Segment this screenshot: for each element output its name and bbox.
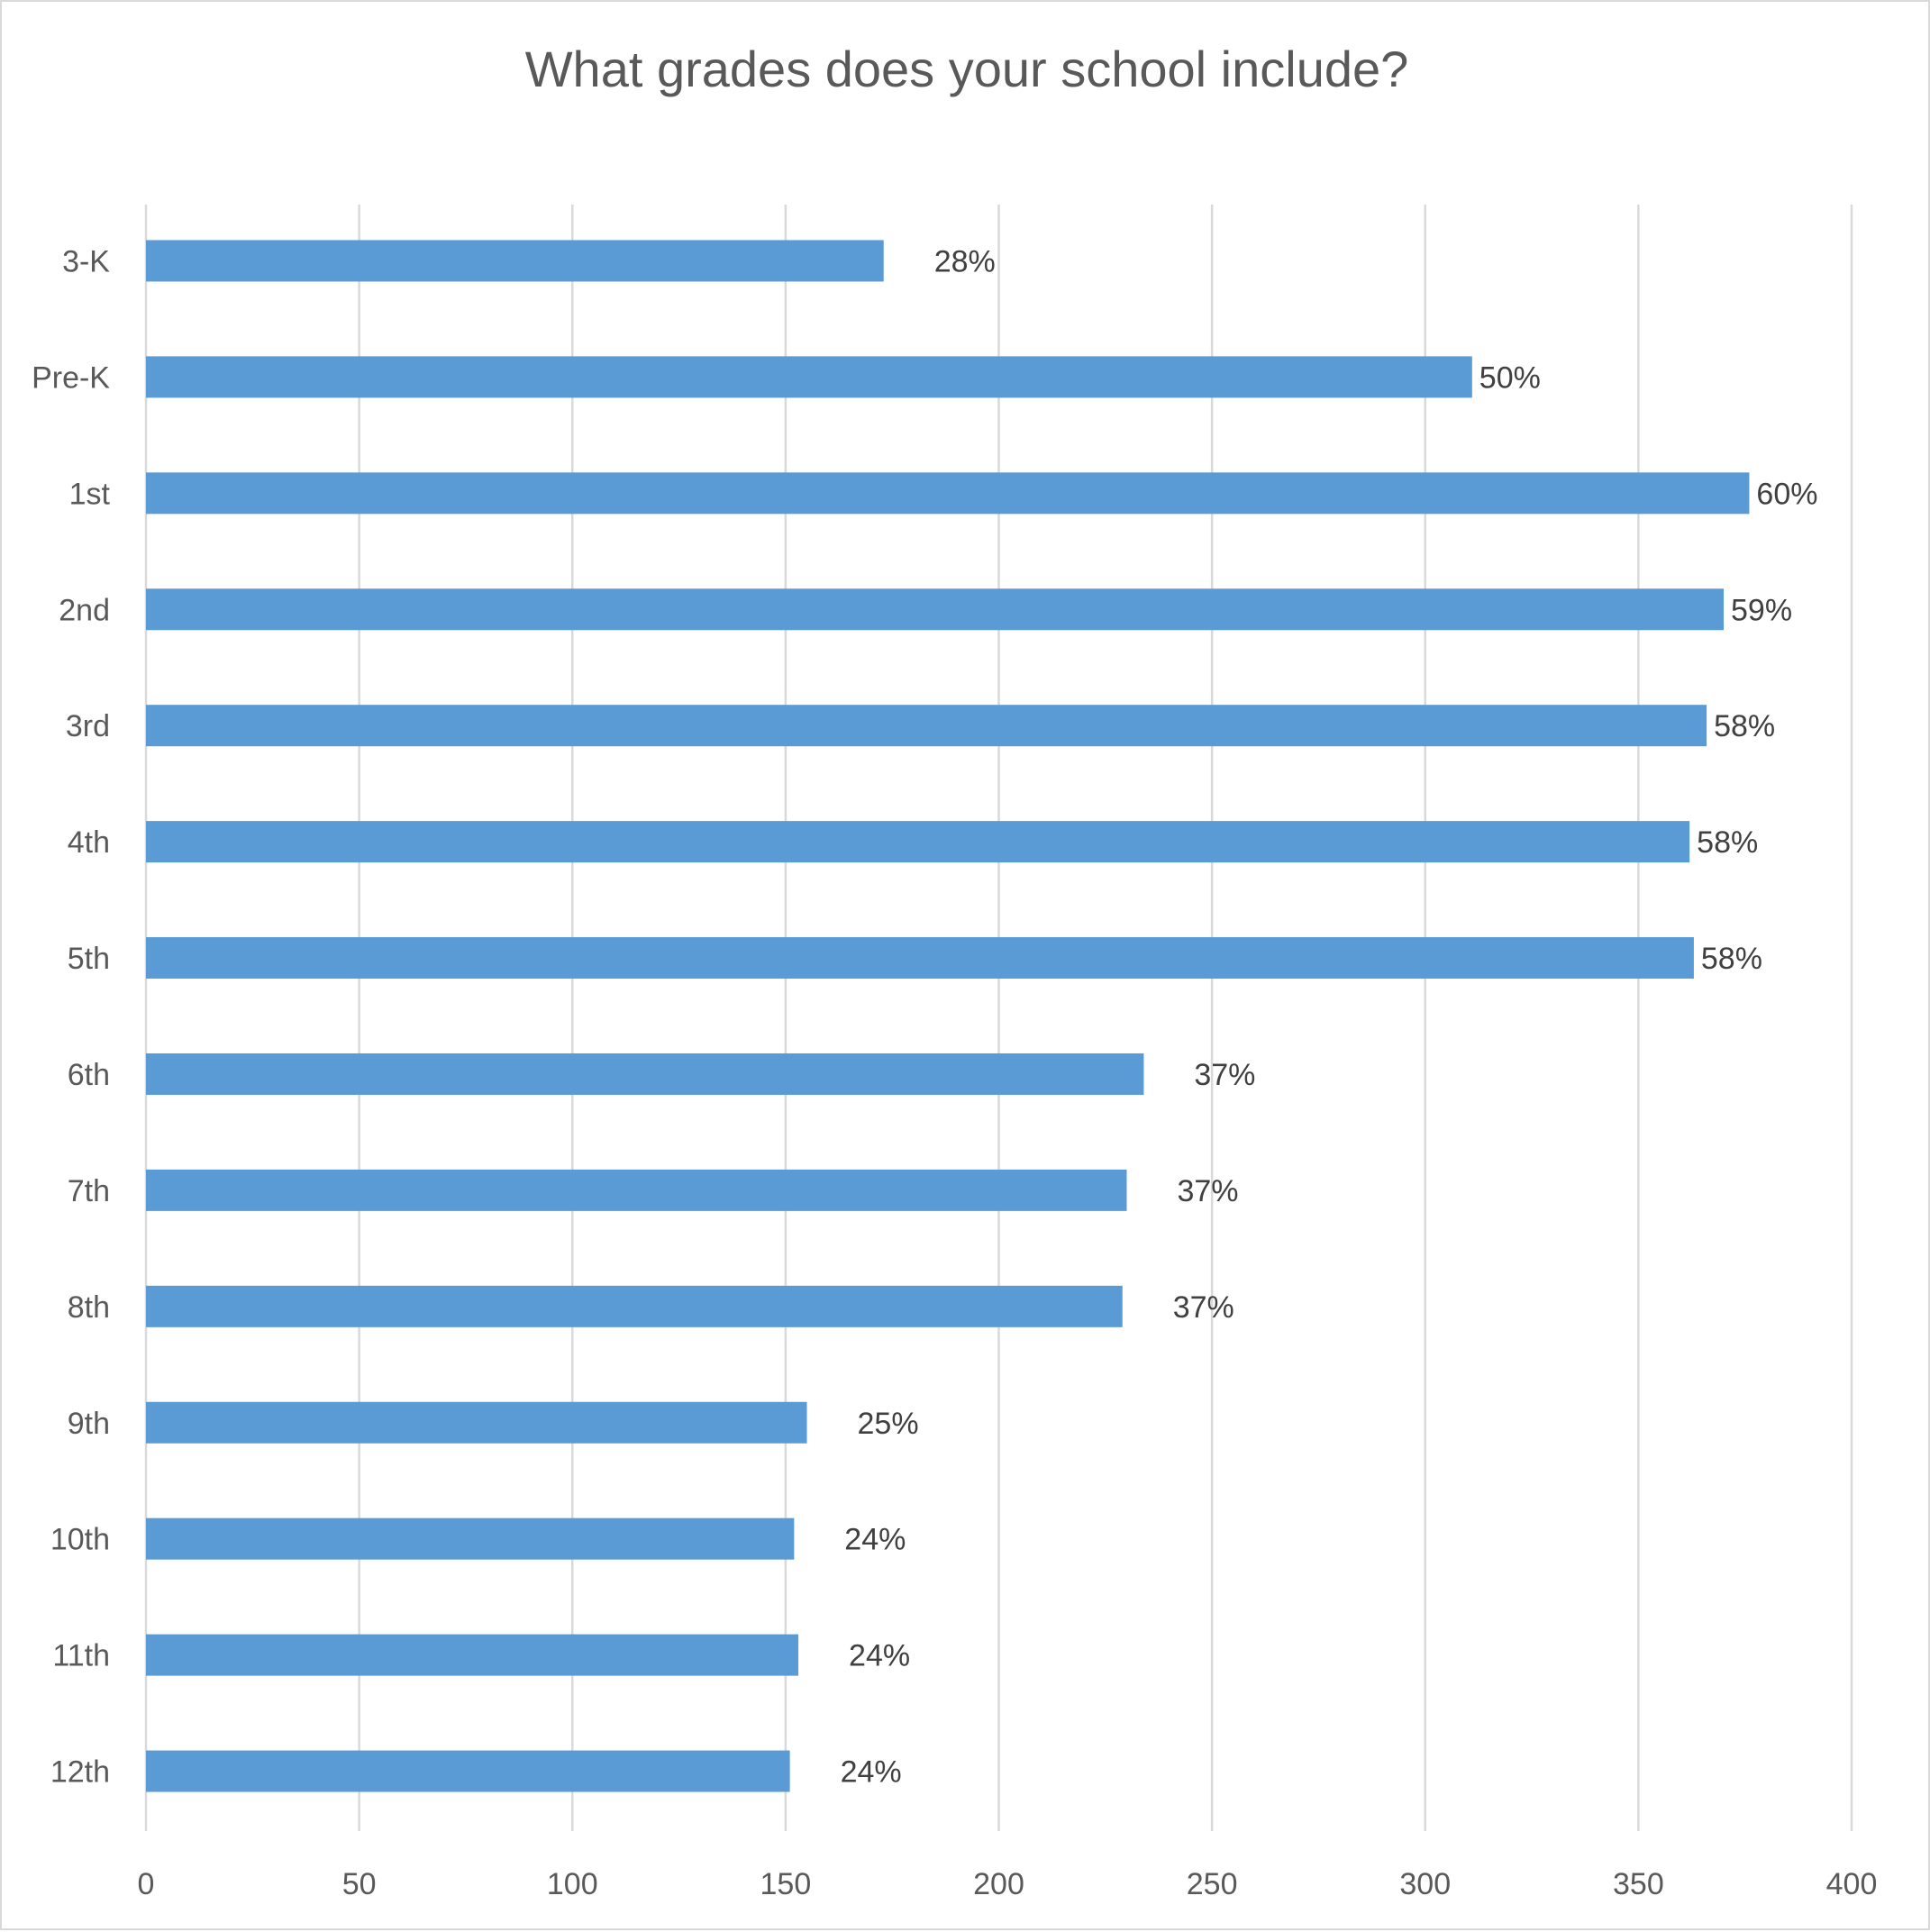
data-label: 58% bbox=[1701, 942, 1762, 976]
category-label: 5th bbox=[68, 942, 110, 976]
bar-8th bbox=[146, 1285, 1123, 1327]
category-label: 8th bbox=[68, 1290, 110, 1325]
category-label: 2nd bbox=[59, 593, 110, 627]
x-tick-label: 50 bbox=[342, 1867, 377, 1901]
data-label: 58% bbox=[1697, 825, 1758, 860]
x-tick-label: 300 bbox=[1399, 1867, 1451, 1901]
data-labels: 28% 50% 60% 59% 58% 58% 58% 37% 37% 37% 25% 24% 24% 2… bbox=[841, 244, 1818, 1789]
bar-Pre-K bbox=[146, 356, 1472, 398]
x-tick-label: 400 bbox=[1826, 1867, 1878, 1901]
x-tick-label: 250 bbox=[1187, 1867, 1238, 1901]
x-tick-label: 100 bbox=[547, 1867, 598, 1901]
data-label: 25% bbox=[858, 1407, 919, 1441]
bar-9th bbox=[146, 1401, 807, 1444]
category-label: 6th bbox=[68, 1058, 110, 1092]
bar-11th bbox=[146, 1634, 799, 1676]
gridlines bbox=[144, 205, 1853, 1831]
bar-7th bbox=[146, 1169, 1127, 1211]
category-label: 3rd bbox=[66, 709, 110, 743]
category-label: 10th bbox=[50, 1523, 110, 1557]
category-label: 3-K bbox=[62, 244, 110, 278]
data-label: 24% bbox=[841, 1755, 902, 1790]
category-label: 11th bbox=[52, 1639, 110, 1673]
bar-1st bbox=[146, 472, 1750, 515]
data-label: 28% bbox=[934, 244, 996, 278]
data-label: 50% bbox=[1479, 360, 1541, 395]
bar-5th bbox=[146, 937, 1694, 980]
data-label: 37% bbox=[1173, 1290, 1234, 1325]
bars bbox=[146, 240, 1750, 1792]
data-label: 37% bbox=[1177, 1174, 1238, 1208]
x-tick-label: 150 bbox=[760, 1867, 812, 1901]
data-label: 60% bbox=[1756, 477, 1817, 511]
bar-6th bbox=[146, 1053, 1144, 1095]
bar-4th bbox=[146, 821, 1690, 863]
bar-3-K bbox=[146, 240, 884, 282]
data-label: 59% bbox=[1731, 593, 1792, 627]
chart-title: What grades does your school include? bbox=[525, 41, 1409, 97]
axes: 0 50 100 150 200 250 300 350 400 3-K Pre-K 1st 2nd 3r… bbox=[32, 244, 1877, 1901]
bar-12th bbox=[146, 1750, 790, 1792]
category-label: Pre-K bbox=[32, 360, 110, 395]
bar-2nd bbox=[146, 588, 1725, 631]
data-label: 24% bbox=[849, 1639, 910, 1673]
x-tick-label: 350 bbox=[1613, 1867, 1664, 1901]
data-label: 58% bbox=[1714, 709, 1775, 743]
category-label: 12th bbox=[50, 1755, 110, 1790]
category-label: 1st bbox=[69, 477, 111, 511]
x-tick-label: 200 bbox=[973, 1867, 1024, 1901]
data-label: 37% bbox=[1194, 1058, 1255, 1092]
category-label: 7th bbox=[68, 1174, 110, 1208]
category-label: 9th bbox=[68, 1407, 110, 1441]
bar-3rd bbox=[146, 705, 1707, 747]
x-tick-label: 0 bbox=[138, 1867, 155, 1901]
category-label: 4th bbox=[68, 825, 110, 860]
bar-10th bbox=[146, 1517, 795, 1560]
data-label: 24% bbox=[844, 1523, 906, 1557]
